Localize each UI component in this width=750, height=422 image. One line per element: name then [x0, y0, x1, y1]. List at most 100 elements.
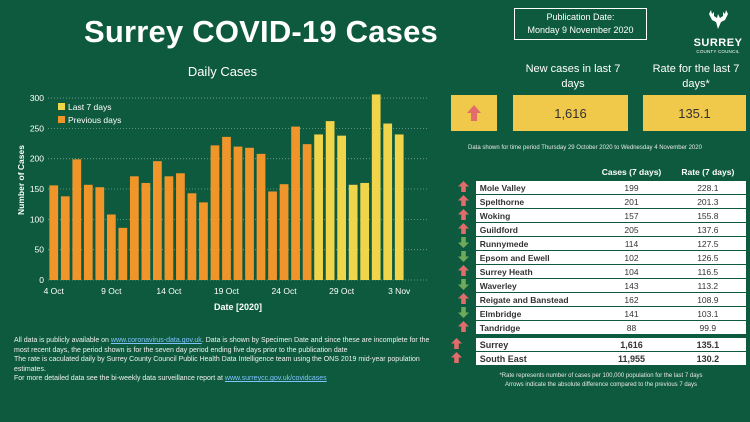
legend-swatch-previous: [58, 116, 65, 123]
table-row: Surrey 1,616 135.1: [451, 334, 746, 352]
footnote-line2: Arrows indicate the absolute difference …: [505, 382, 697, 388]
bar-last-7-days: [360, 182, 370, 280]
arrow-up-icon: [457, 181, 469, 192]
trend-cell: [451, 264, 476, 279]
area-name: Spelthorne: [475, 194, 594, 209]
area-name: Woking: [475, 208, 594, 223]
area-cases: 102: [593, 250, 670, 265]
area-cases: 104: [593, 264, 670, 279]
arrow-up-icon: [457, 265, 469, 276]
area-cases: 199: [593, 181, 670, 195]
logo-subtext: COUNTY COUNCIL: [696, 49, 740, 54]
trend-cell: [451, 320, 476, 337]
bar-previous-days: [268, 191, 277, 280]
area-rate: 113.2: [669, 278, 746, 293]
bar-previous-days: [187, 193, 197, 280]
x-tick-label: 9 Oct: [101, 286, 122, 296]
area-rate: 135.1: [669, 334, 746, 352]
area-rate: 116.5: [669, 264, 746, 279]
bar-last-7-days: [337, 135, 347, 280]
daily-cases-chart: 0 50 100 150 200 250 300 4 Oct 9 Oct 14 Oct 19 Oc…: [16, 93, 428, 312]
table-row: South East 11,955 130.2: [451, 351, 746, 366]
area-rate: 103.1: [669, 306, 746, 321]
note-paragraph-1: All data is publicly available on www.co…: [14, 337, 430, 354]
coronavirus-data-link[interactable]: www.coronavirus-data.gov.uk: [110, 337, 202, 344]
bar-previous-days: [302, 144, 312, 280]
rate-label: Rate for the last 7 days*: [652, 63, 740, 90]
surrey-logo: SURREY COUNTY COUNCIL: [690, 8, 746, 56]
bar-previous-days: [176, 173, 185, 280]
bar-last-7-days: [314, 134, 323, 280]
col-cases-header: Cases (7 days): [601, 167, 662, 177]
area-cases: 205: [593, 222, 670, 237]
area-cases: 162: [593, 292, 670, 307]
area-name: Epsom and Ewell: [475, 250, 594, 265]
y-tick-label: 200: [30, 154, 44, 164]
logo-text: SURREY: [693, 37, 743, 49]
x-axis-label: Date [2020]: [214, 302, 262, 312]
area-cases: 143: [593, 278, 670, 293]
y-tick-label: 250: [30, 123, 44, 133]
area-cases: 114: [593, 236, 670, 251]
bar-previous-days: [106, 214, 116, 280]
bar-last-7-days: [383, 123, 393, 280]
bar-previous-days: [279, 184, 289, 280]
arrow-up-icon: [457, 209, 469, 220]
trend-cell: [451, 351, 476, 366]
trend-cell: [451, 250, 476, 265]
trend-cell: [451, 334, 476, 352]
bar-previous-days: [164, 176, 174, 280]
surreycc-covid-link[interactable]: www.surreycc.gov.uk/covidcases: [224, 375, 327, 382]
area-rate: 155.8: [669, 208, 746, 223]
arrow-up-icon: [457, 321, 469, 332]
arrow-up-icon: [451, 352, 462, 363]
y-tick-label: 150: [30, 184, 44, 194]
area-rate: 228.1: [669, 181, 746, 195]
legend-label-last7: Last 7 days: [68, 102, 111, 112]
bar-previous-days: [256, 153, 266, 280]
table-row: Tandridge 88 99.9: [451, 320, 746, 337]
bar-previous-days: [141, 182, 151, 280]
area-rate: 108.9: [669, 292, 746, 307]
x-tick-label: 4 Oct: [44, 286, 65, 296]
table-row: Guildford 205 137.6: [451, 222, 746, 237]
trend-cell: [451, 306, 476, 321]
legend-swatch-last7: [58, 103, 65, 110]
arrow-up-icon: [457, 293, 469, 304]
bar-previous-days: [153, 161, 162, 280]
bar-last-7-days: [325, 121, 335, 280]
arrow-up-icon: [457, 223, 469, 234]
trend-cell: [451, 236, 476, 251]
bar-previous-days: [199, 202, 208, 280]
table-row: Mole Valley 199 228.1: [451, 181, 746, 195]
area-rate: 137.6: [669, 222, 746, 237]
new-cases-value: 1,616: [513, 95, 628, 131]
y-tick-label: 50: [35, 245, 45, 255]
table-row: Epsom and Ewell 102 126.5: [451, 250, 746, 265]
y-axis-label: Number of Cases: [16, 145, 26, 215]
x-tick-label: 24 Oct: [272, 286, 298, 296]
table-row: Waverley 143 113.2: [451, 278, 746, 293]
y-tick-label: 300: [30, 93, 44, 103]
x-tick-label: 3 Nov: [388, 286, 411, 296]
chart-legend: Last 7 days Previous days: [58, 102, 121, 125]
area-cases: 157: [593, 208, 670, 223]
area-name: South East: [475, 351, 594, 366]
bar-previous-days: [118, 227, 128, 280]
chart-title: Daily Cases: [187, 64, 258, 79]
area-name: Guildford: [475, 222, 594, 237]
area-rate: 126.5: [669, 250, 746, 265]
trend-cell: [451, 181, 476, 195]
area-name: Waverley: [475, 278, 594, 293]
area-cases: 11,955: [593, 351, 670, 366]
bar-previous-days: [60, 196, 70, 280]
bar-previous-days: [245, 147, 254, 280]
area-cases: 141: [593, 306, 670, 321]
area-name: Surrey Heath: [475, 264, 594, 279]
table-row: Runnymede 114 127.5: [451, 236, 746, 251]
x-tick-label: 19 Oct: [214, 286, 240, 296]
stag-icon: [709, 10, 728, 29]
arrow-up-icon: [457, 195, 469, 206]
area-rate: 130.2: [669, 351, 746, 366]
note-paragraph-3: For more detailed data see the bi-weekly…: [14, 375, 327, 382]
